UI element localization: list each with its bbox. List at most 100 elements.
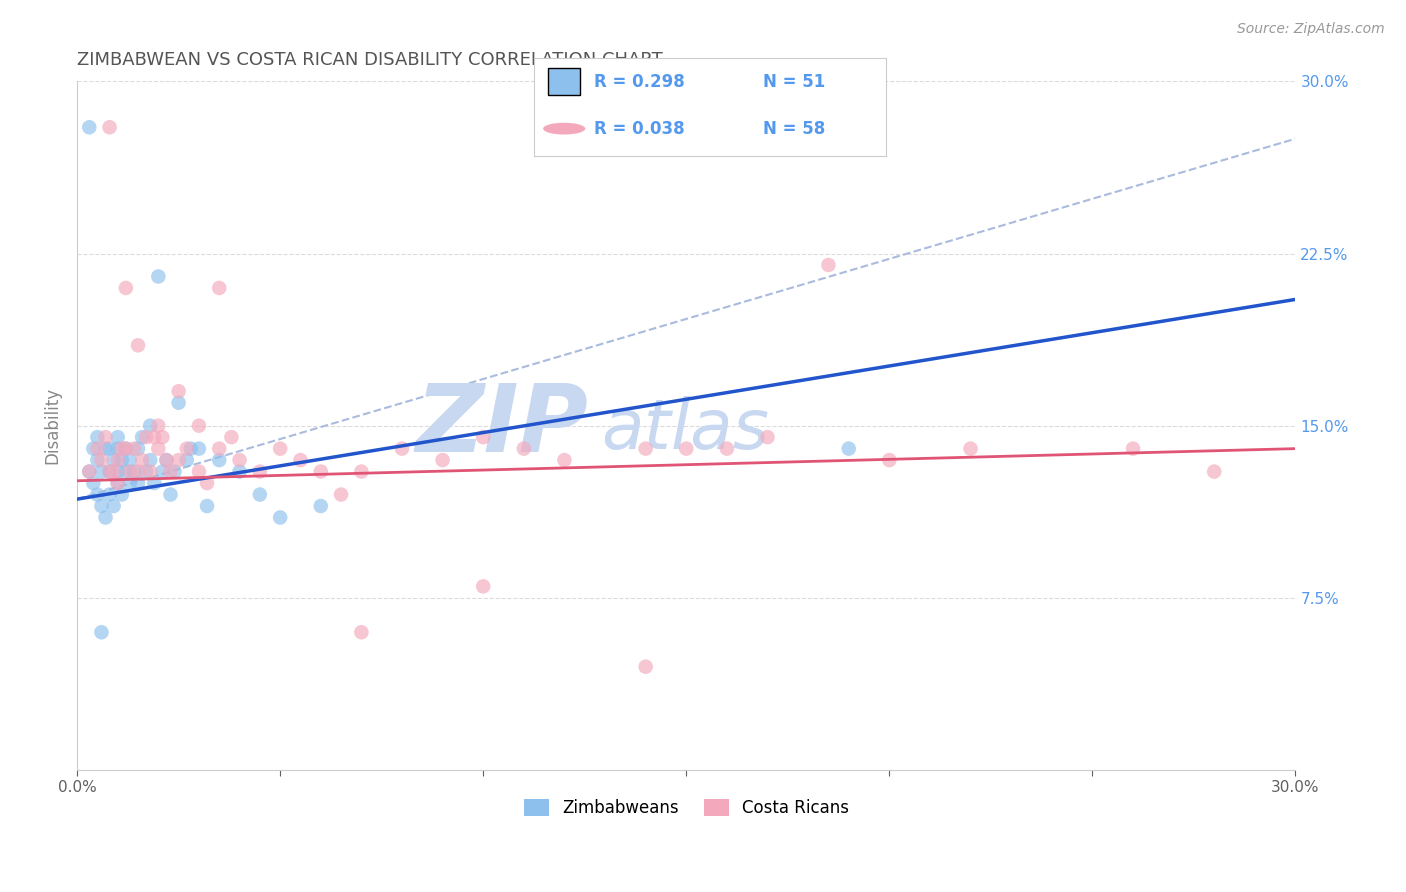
- Point: [139, 418, 162, 433]
- Point: [309, 465, 332, 479]
- Point: [290, 453, 312, 467]
- Point: [114, 442, 136, 456]
- Point: [513, 442, 536, 456]
- Point: [634, 659, 657, 673]
- Point: [817, 258, 839, 272]
- Point: [111, 453, 134, 467]
- Point: [90, 465, 112, 479]
- Point: [350, 465, 373, 479]
- Point: [269, 442, 291, 456]
- Text: Source: ZipAtlas.com: Source: ZipAtlas.com: [1237, 22, 1385, 37]
- Point: [94, 442, 117, 456]
- Point: [269, 510, 291, 524]
- Point: [86, 487, 108, 501]
- Point: [118, 453, 141, 467]
- Point: [472, 579, 495, 593]
- Point: [131, 430, 153, 444]
- Point: [98, 120, 121, 135]
- Point: [838, 442, 860, 456]
- Point: [127, 442, 149, 456]
- Point: [135, 465, 157, 479]
- Point: [118, 465, 141, 479]
- Point: [139, 453, 162, 467]
- Point: [187, 418, 209, 433]
- Point: [122, 465, 145, 479]
- Point: [107, 465, 129, 479]
- Point: [150, 465, 173, 479]
- Point: [553, 453, 575, 467]
- Point: [1122, 442, 1144, 456]
- Point: [159, 487, 181, 501]
- Point: [114, 465, 136, 479]
- FancyBboxPatch shape: [548, 68, 581, 95]
- Point: [139, 465, 162, 479]
- Point: [187, 465, 209, 479]
- Point: [148, 418, 170, 433]
- Point: [82, 442, 104, 456]
- Point: [959, 442, 981, 456]
- Point: [180, 442, 202, 456]
- Point: [167, 384, 190, 399]
- Point: [159, 465, 181, 479]
- Point: [90, 625, 112, 640]
- Point: [86, 430, 108, 444]
- Point: [187, 442, 209, 456]
- Point: [107, 476, 129, 491]
- Point: [163, 465, 186, 479]
- Point: [176, 442, 198, 456]
- Text: ZIMBABWEAN VS COSTA RICAN DISABILITY CORRELATION CHART: ZIMBABWEAN VS COSTA RICAN DISABILITY COR…: [77, 51, 662, 69]
- Legend: Zimbabweans, Costa Ricans: Zimbabweans, Costa Ricans: [517, 792, 856, 823]
- Point: [1204, 465, 1226, 479]
- Point: [167, 395, 190, 409]
- Point: [82, 476, 104, 491]
- Point: [350, 625, 373, 640]
- Point: [249, 465, 271, 479]
- Point: [135, 430, 157, 444]
- Point: [127, 476, 149, 491]
- Point: [86, 453, 108, 467]
- Point: [98, 465, 121, 479]
- Point: [122, 442, 145, 456]
- Point: [90, 453, 112, 467]
- Point: [98, 487, 121, 501]
- Point: [155, 453, 177, 467]
- Point: [879, 453, 901, 467]
- Text: N = 51: N = 51: [762, 72, 825, 90]
- Point: [249, 487, 271, 501]
- Point: [77, 465, 100, 479]
- Point: [675, 442, 697, 456]
- Text: R = 0.298: R = 0.298: [593, 72, 685, 90]
- Point: [716, 442, 738, 456]
- Point: [148, 269, 170, 284]
- Text: atlas: atlas: [600, 396, 769, 463]
- Point: [221, 430, 243, 444]
- Point: [94, 510, 117, 524]
- Circle shape: [543, 123, 585, 135]
- Point: [148, 442, 170, 456]
- Point: [195, 476, 218, 491]
- Point: [167, 453, 190, 467]
- Point: [90, 499, 112, 513]
- Point: [176, 453, 198, 467]
- Text: R = 0.038: R = 0.038: [593, 120, 685, 137]
- Point: [143, 430, 166, 444]
- Point: [98, 465, 121, 479]
- Point: [86, 442, 108, 456]
- Point: [208, 442, 231, 456]
- Point: [143, 476, 166, 491]
- Point: [472, 430, 495, 444]
- Point: [107, 453, 129, 467]
- Point: [114, 442, 136, 456]
- Point: [111, 487, 134, 501]
- Point: [77, 465, 100, 479]
- Point: [228, 465, 250, 479]
- Point: [127, 465, 149, 479]
- Point: [111, 442, 134, 456]
- Point: [103, 465, 125, 479]
- Point: [94, 430, 117, 444]
- Y-axis label: Disability: Disability: [44, 387, 60, 464]
- Point: [208, 281, 231, 295]
- Point: [77, 120, 100, 135]
- Point: [127, 338, 149, 352]
- Point: [98, 442, 121, 456]
